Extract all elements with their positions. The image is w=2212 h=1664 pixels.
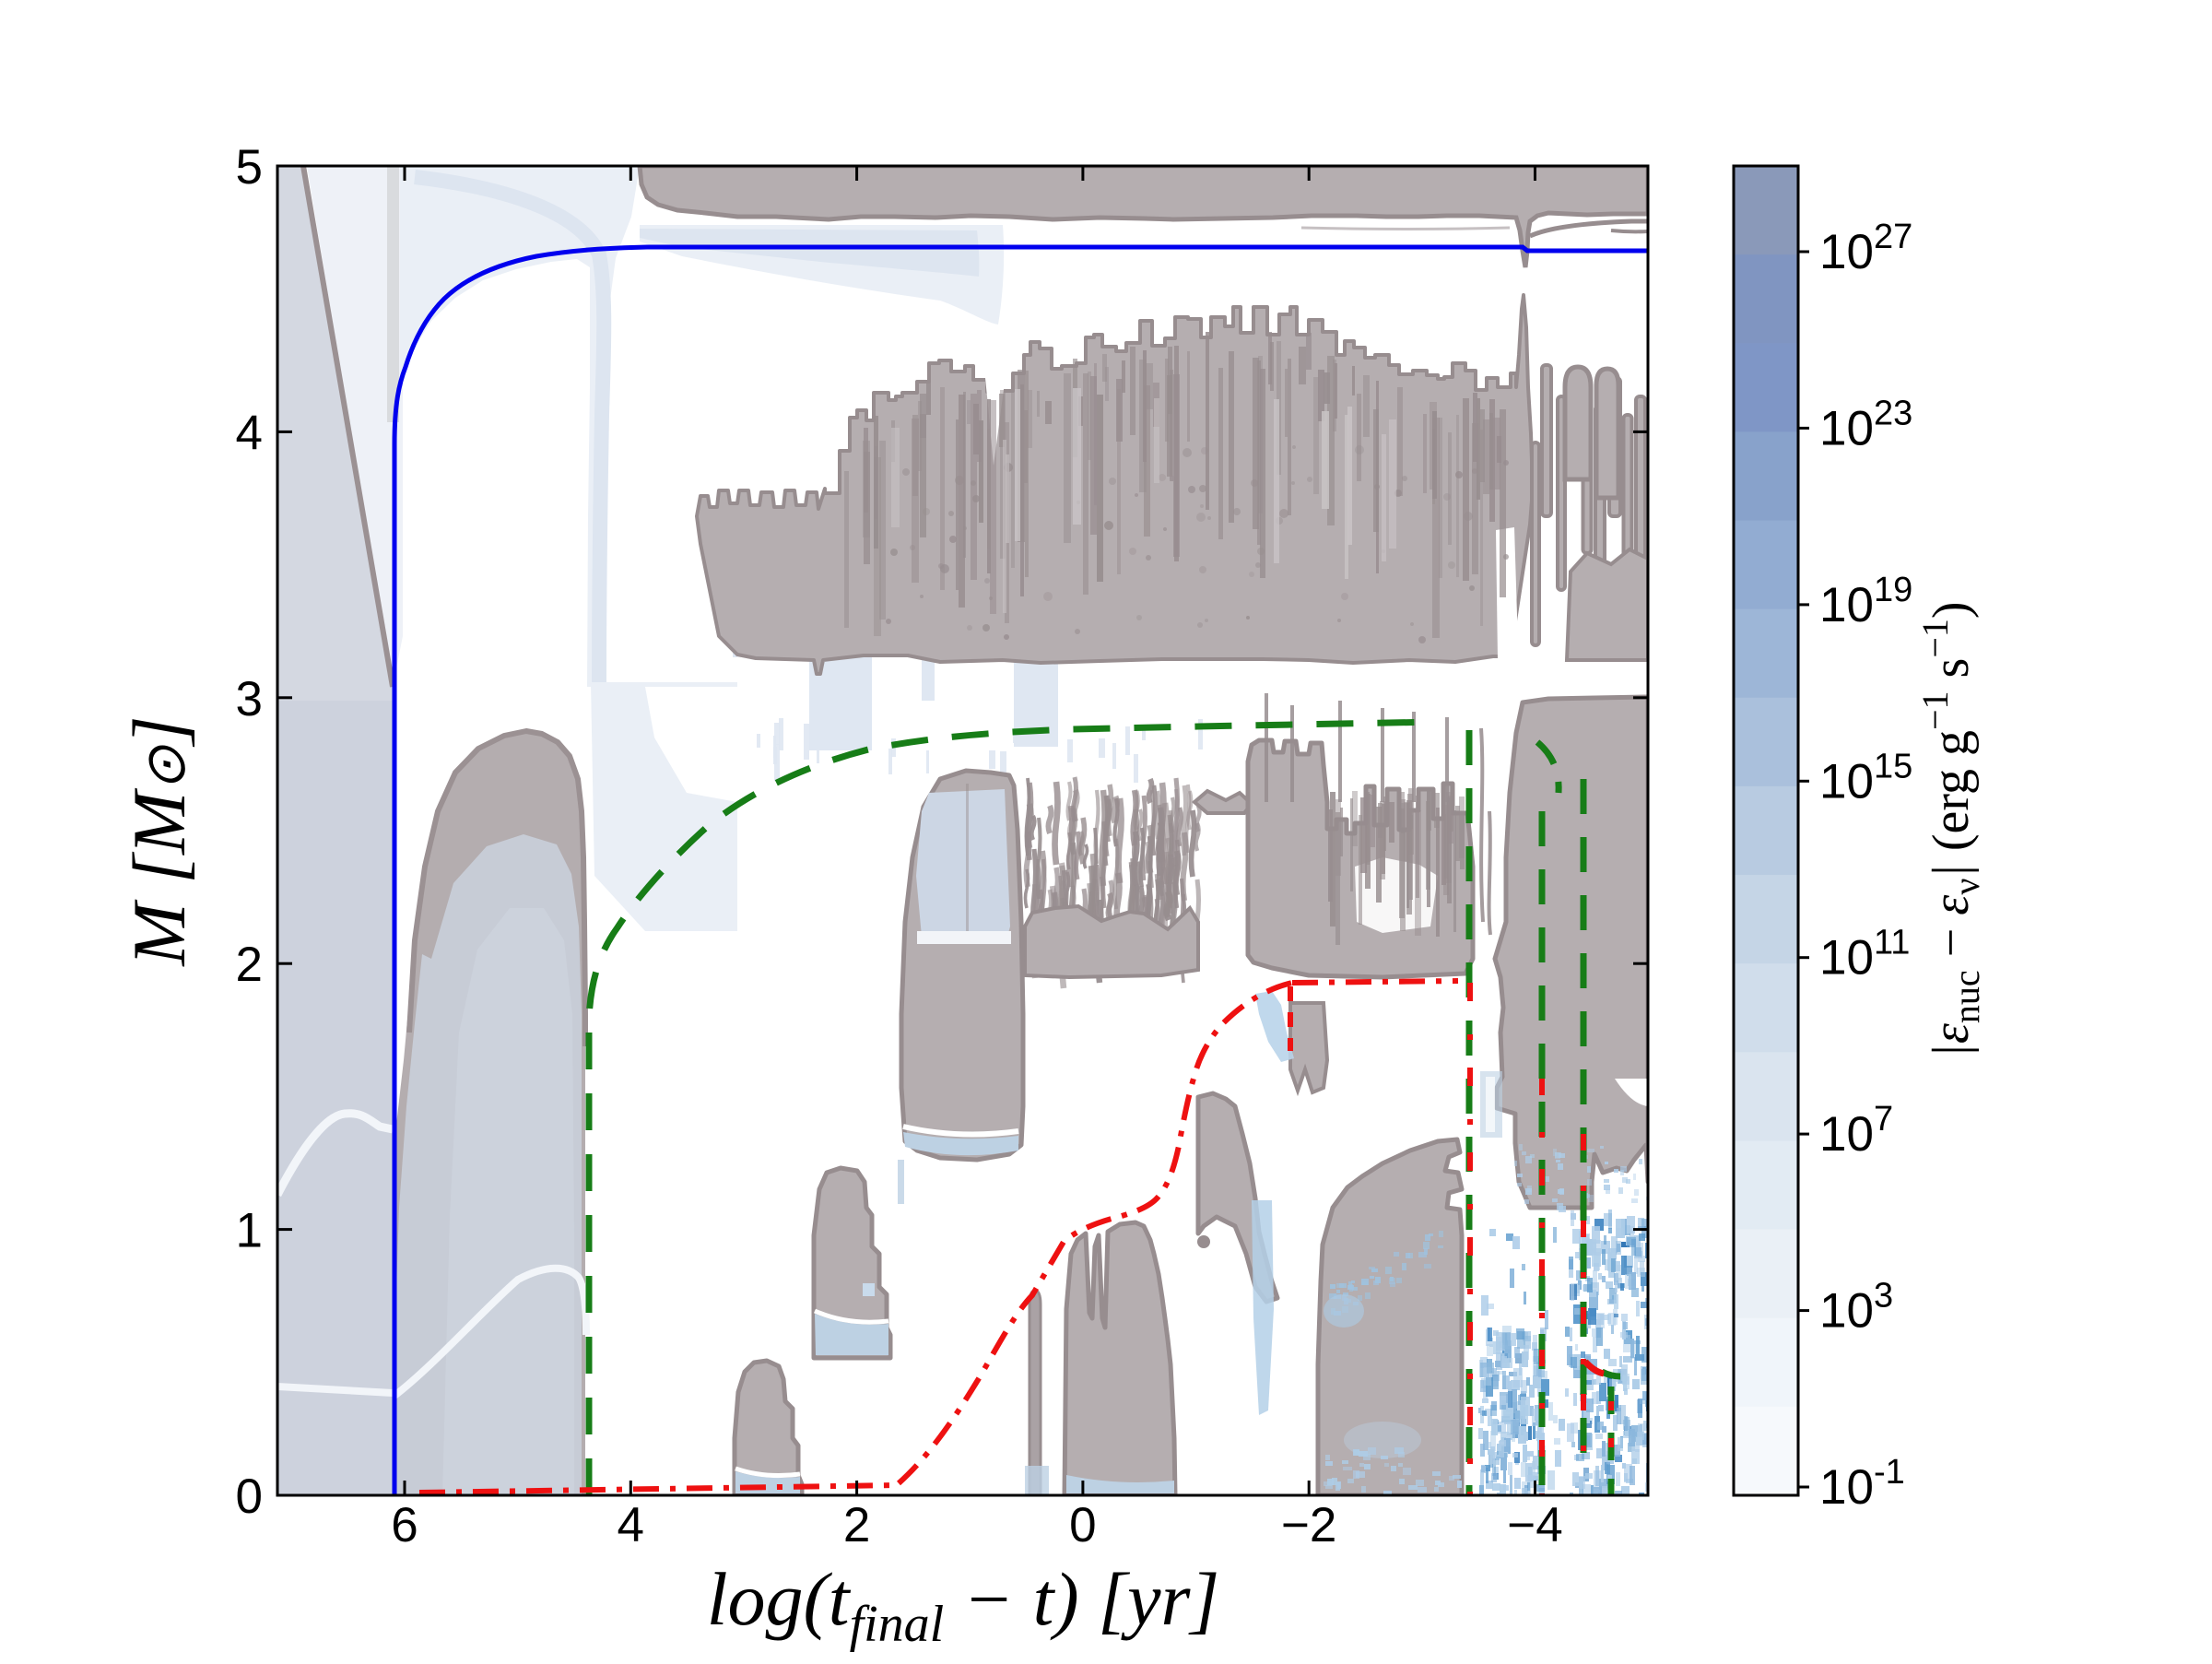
svg-text:6: 6 xyxy=(391,1498,418,1552)
svg-text:4: 4 xyxy=(618,1498,644,1552)
svg-text:0: 0 xyxy=(236,1469,263,1524)
svg-text:2: 2 xyxy=(843,1498,870,1552)
svg-text:−2: −2 xyxy=(1281,1498,1336,1552)
svg-text:5: 5 xyxy=(236,140,263,195)
svg-text:0: 0 xyxy=(1069,1498,1096,1552)
svg-text:4: 4 xyxy=(236,406,263,460)
svg-text:1: 1 xyxy=(236,1204,263,1258)
svg-text:3: 3 xyxy=(236,672,263,726)
svg-text:2: 2 xyxy=(236,938,263,992)
svg-text:1019: 1019 xyxy=(1819,571,1912,632)
svg-text:−4: −4 xyxy=(1507,1498,1562,1552)
svg-text:1011: 1011 xyxy=(1819,924,1910,985)
svg-text:log(tfinal − t) [yr]: log(tfinal − t) [yr] xyxy=(707,1557,1220,1653)
svg-text:1015: 1015 xyxy=(1819,747,1912,808)
